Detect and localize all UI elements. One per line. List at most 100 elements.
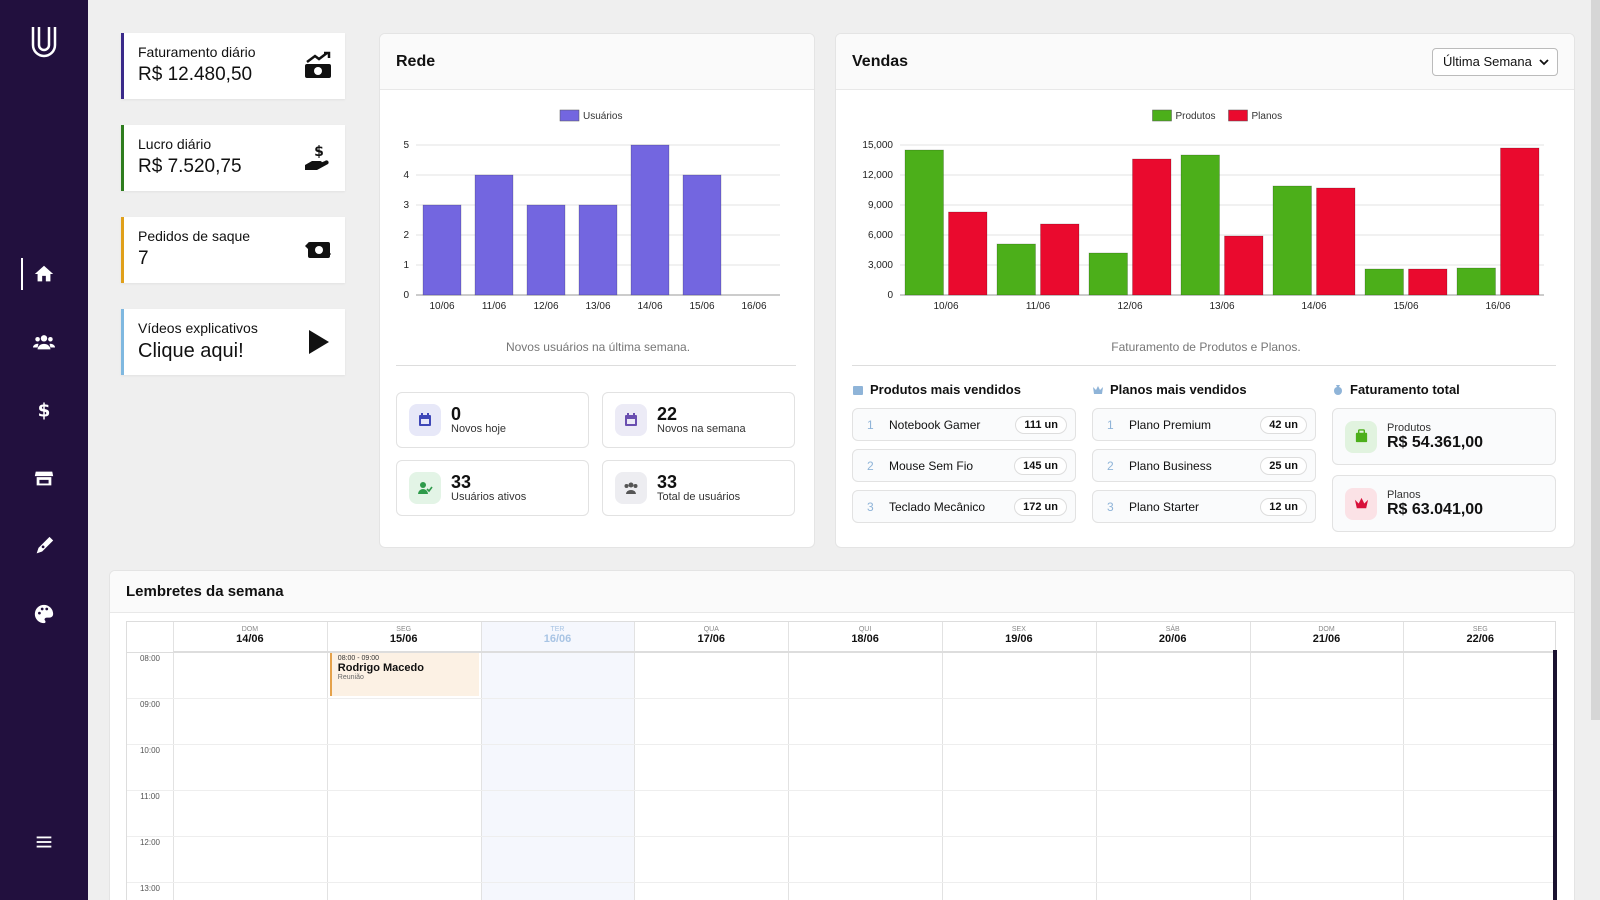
planos-list-title: Planos mais vendidos	[1092, 382, 1247, 397]
sidebar: $	[0, 0, 88, 900]
bar	[578, 204, 618, 296]
stat-number: 33	[451, 472, 472, 492]
pen-icon	[36, 536, 54, 554]
stat-card-videos[interactable]: Vídeos explicativos Clique aqui!	[121, 309, 345, 375]
stat-sub-label: Total de usuários	[657, 491, 741, 503]
y-tick-label: 3,000	[868, 260, 893, 271]
day-column[interactable]	[480, 622, 635, 900]
day-of-week: DOM	[1318, 626, 1335, 633]
money-growth-icon	[305, 51, 331, 78]
calendar-grid: DOM 14/06 SEG 15/06 TER 16/06 QUA 17/06 QUI 18/06…	[126, 621, 1558, 900]
stat-card-faturamento[interactable]: Faturamento diário R$ 12.480,50	[121, 33, 345, 99]
day-column[interactable]	[173, 622, 327, 900]
day-column[interactable]	[1403, 622, 1557, 900]
sidebar-item-pen[interactable]	[0, 526, 88, 566]
list-item[interactable]: 3 Teclado Mecânico 172 un	[852, 490, 1076, 523]
sidebar-item-store[interactable]	[0, 458, 88, 498]
home-icon	[34, 265, 54, 282]
day-header: QUI 18/06	[788, 622, 942, 652]
legend-swatch	[1152, 109, 1172, 122]
legend-label: Usuários	[583, 111, 622, 122]
stat-usuarios-ativos: 33 Usuários ativos	[396, 460, 589, 516]
list-item[interactable]: 3 Plano Starter 12 un	[1092, 490, 1316, 523]
list-item[interactable]: 1 Notebook Gamer 111 un	[852, 408, 1076, 441]
faturamento-total-title: Faturamento total	[1332, 382, 1460, 397]
sidebar-item-palette[interactable]	[0, 594, 88, 634]
money-exchange-icon	[305, 242, 331, 258]
divider	[396, 365, 796, 366]
bar	[1224, 235, 1264, 296]
bar	[948, 211, 988, 296]
x-tick-label: 15/06	[1393, 301, 1418, 312]
calendar-title: Lembretes da semana	[110, 571, 1574, 613]
hour-line	[127, 882, 1555, 883]
day-of-week: SÁB	[1165, 626, 1180, 633]
day-header: SEX 19/06	[942, 622, 1096, 652]
list-item[interactable]: 1 Plano Premium 42 un	[1092, 408, 1316, 441]
stat-novos-semana: 22 Novos na semana	[602, 392, 795, 448]
day-column[interactable]	[788, 622, 942, 900]
hour-line	[127, 744, 1555, 745]
total-planos-card: Planos R$ 63.041,00	[1332, 475, 1556, 532]
svg-text:$: $	[38, 400, 51, 421]
header-divider	[127, 652, 1555, 653]
divider	[852, 365, 1556, 366]
bar	[1180, 154, 1220, 296]
x-tick-label: 13/06	[585, 301, 610, 312]
sidebar-item-users[interactable]	[0, 322, 88, 362]
panel-title: Vendas	[852, 52, 909, 70]
x-tick-label: 14/06	[637, 301, 662, 312]
period-select[interactable]: Última Semana	[1432, 47, 1558, 76]
stat-value[interactable]: Clique aqui!	[138, 340, 244, 362]
stat-card-saque[interactable]: Pedidos de saque 7	[121, 217, 345, 283]
stat-sub-label: Usuários ativos	[451, 491, 527, 503]
calendar-panel: Lembretes da semana DOM 14/06 SEG 15/06 TER 1…	[109, 570, 1575, 900]
stat-value: R$ 7.520,75	[138, 156, 242, 177]
day-column[interactable]	[1249, 622, 1404, 900]
x-tick-label: 12/06	[1117, 301, 1142, 312]
calendar-icon	[615, 404, 647, 436]
x-tick-label: 10/06	[429, 301, 454, 312]
bar	[1088, 252, 1128, 296]
stat-label: Vídeos explicativos	[138, 320, 258, 336]
logo-icon[interactable]	[28, 24, 60, 60]
list-item[interactable]: 2 Mouse Sem Fio 145 un	[852, 449, 1076, 482]
users-icon	[615, 472, 647, 504]
sidebar-item-finance[interactable]: $	[0, 390, 88, 430]
day-column[interactable]	[1095, 622, 1250, 900]
stat-sub-label: Novos hoje	[451, 423, 507, 435]
legend-swatch	[1228, 109, 1248, 122]
calendar-icon	[409, 404, 441, 436]
y-tick-label: 2	[403, 230, 409, 241]
cart-icon	[1345, 420, 1377, 453]
panel-title: Rede	[396, 52, 436, 70]
bar	[1408, 268, 1448, 296]
legend-label: Produtos	[1176, 111, 1216, 122]
x-tick-label: 16/06	[741, 301, 766, 312]
day-column[interactable]	[326, 622, 481, 900]
produtos-list-title: Produtos mais vendidos	[852, 382, 1021, 397]
y-tick-label: 12,000	[862, 170, 893, 181]
bar	[1272, 185, 1312, 296]
stat-total-usuarios: 33 Total de usuários	[602, 460, 795, 516]
x-tick-label: 15/06	[689, 301, 714, 312]
svg-text:$: $	[314, 144, 324, 160]
calendar-event[interactable]: 08:00 - 09:00 Rodrigo Macedo Reunião	[329, 653, 479, 696]
stat-card-lucro[interactable]: Lucro diário R$ 7.520,75 $	[121, 125, 345, 191]
y-tick-label: 15,000	[862, 140, 893, 151]
menu-button[interactable]	[0, 822, 88, 862]
money-bag-icon	[1333, 384, 1343, 395]
sidebar-item-home[interactable]	[0, 254, 88, 294]
day-column[interactable]	[634, 622, 788, 900]
day-of-week: TER	[550, 626, 565, 633]
hour-line	[127, 836, 1555, 837]
x-tick-label: 10/06	[933, 301, 958, 312]
day-date: 16/06	[543, 633, 572, 645]
list-item[interactable]: 2 Plano Business 25 un	[1092, 449, 1316, 482]
day-column[interactable]	[942, 622, 1096, 900]
y-tick-label: 6,000	[868, 230, 893, 241]
page-scrollbar[interactable]	[1591, 0, 1600, 720]
crown-icon	[1093, 385, 1103, 394]
legend-swatch	[559, 109, 580, 122]
day-header: SEG 22/06	[1403, 622, 1558, 652]
